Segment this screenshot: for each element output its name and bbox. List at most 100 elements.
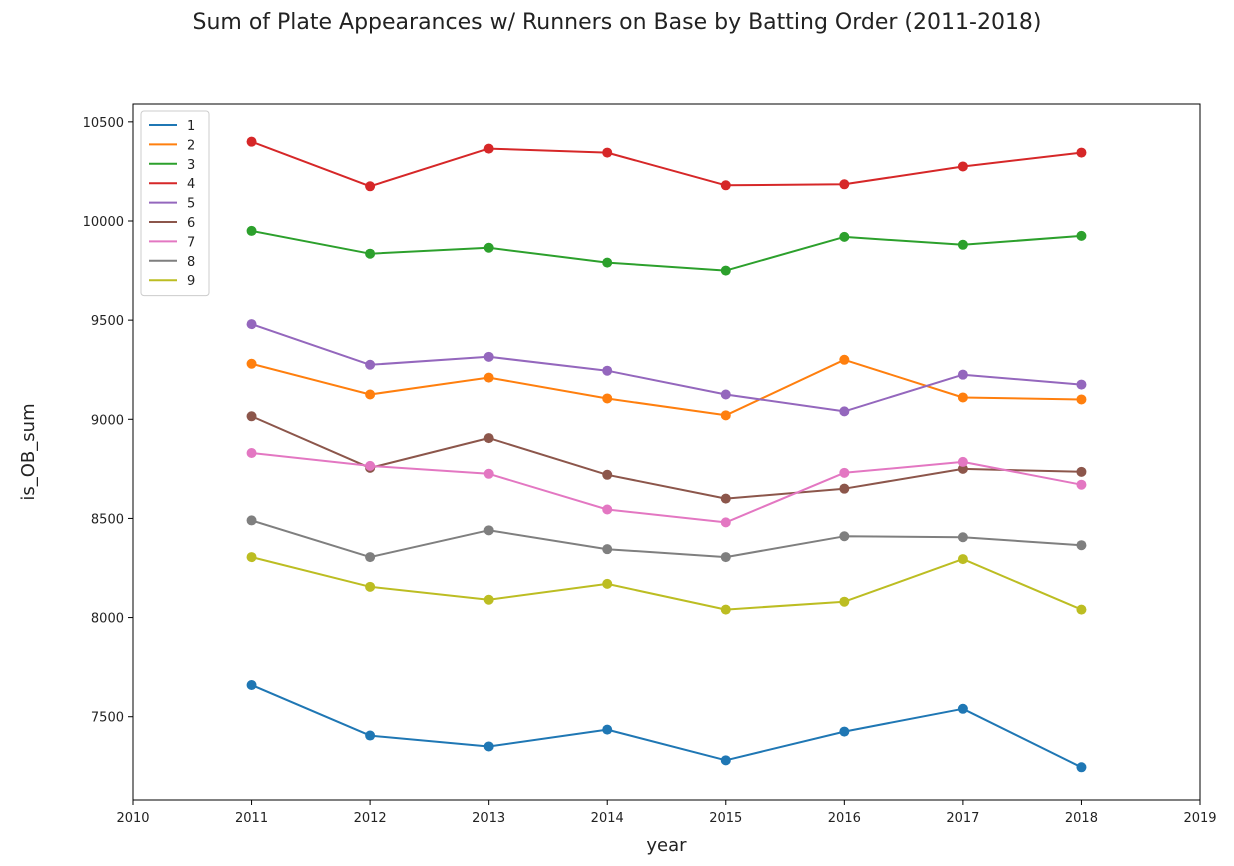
y-tick-label: 8000 — [91, 612, 124, 627]
series-5 — [246, 319, 1087, 417]
data-point — [1076, 230, 1087, 241]
legend-label: 3 — [187, 158, 195, 173]
data-point — [839, 726, 850, 737]
data-point — [246, 447, 257, 458]
data-point — [365, 581, 376, 592]
data-point — [1076, 479, 1087, 490]
data-point — [720, 180, 731, 191]
x-tick-label: 2014 — [591, 811, 624, 826]
data-point — [957, 456, 968, 467]
series-3 — [246, 225, 1087, 276]
data-point — [365, 248, 376, 259]
chart-title: Sum of Plate Appearances w/ Runners on B… — [192, 10, 1042, 35]
data-point — [720, 552, 731, 563]
data-point — [839, 406, 850, 417]
data-point — [246, 358, 257, 369]
data-point — [602, 724, 613, 735]
data-point — [483, 143, 494, 154]
x-tick-label: 2018 — [1065, 811, 1098, 826]
data-point — [602, 504, 613, 515]
data-point — [957, 554, 968, 565]
data-point — [839, 231, 850, 242]
series-4 — [246, 136, 1087, 192]
series-line — [251, 556, 1082, 611]
data-point — [839, 483, 850, 494]
data-point — [1076, 466, 1087, 477]
series-line — [251, 519, 1082, 559]
legend-label: 1 — [187, 119, 195, 134]
series-line — [251, 684, 1082, 769]
data-point — [957, 532, 968, 543]
series-line — [251, 229, 1082, 272]
legend-label: 4 — [187, 177, 195, 192]
series-6 — [246, 411, 1087, 504]
y-tick-label: 9500 — [91, 314, 124, 329]
legend-label: 6 — [187, 216, 195, 231]
data-point — [1076, 604, 1087, 615]
legend-label: 8 — [187, 255, 195, 270]
x-tick-label: 2016 — [828, 811, 861, 826]
series-layer — [246, 136, 1087, 773]
data-point — [1076, 394, 1087, 405]
y-tick-label: 10000 — [83, 215, 124, 230]
data-point — [839, 531, 850, 542]
data-point — [365, 359, 376, 370]
legend-label: 9 — [187, 274, 195, 289]
x-axis-label: year — [646, 835, 687, 856]
data-point — [957, 239, 968, 250]
data-point — [957, 161, 968, 172]
data-point — [720, 755, 731, 766]
series-line — [251, 140, 1082, 188]
y-tick-label: 7500 — [91, 711, 124, 726]
x-tick-label: 2017 — [946, 811, 979, 826]
data-point — [957, 703, 968, 714]
data-point — [483, 433, 494, 444]
data-point — [246, 225, 257, 236]
series-line — [251, 452, 1082, 524]
data-point — [720, 389, 731, 400]
data-point — [483, 741, 494, 752]
series-line — [251, 358, 1082, 417]
data-point — [839, 596, 850, 607]
data-point — [602, 257, 613, 268]
x-tick-label: 2015 — [709, 811, 742, 826]
series-2 — [246, 354, 1087, 421]
data-point — [839, 467, 850, 478]
data-point — [602, 147, 613, 158]
data-point — [365, 181, 376, 192]
x-tick-label: 2013 — [472, 811, 505, 826]
legend: 1 2 3 4 5 6 7 8 9 — [140, 110, 210, 297]
data-point — [720, 517, 731, 528]
data-point — [720, 604, 731, 615]
data-point — [839, 179, 850, 190]
data-point — [602, 393, 613, 404]
data-point — [720, 493, 731, 504]
data-point — [957, 463, 968, 474]
series-line — [251, 415, 1082, 500]
series-7 — [246, 447, 1087, 528]
x-tick-label: 2011 — [235, 811, 268, 826]
series-8 — [246, 515, 1087, 563]
data-point — [602, 544, 613, 555]
data-point — [720, 410, 731, 421]
data-point — [720, 265, 731, 276]
data-point — [957, 392, 968, 403]
data-point — [1076, 379, 1087, 390]
x-tick-label: 2012 — [354, 811, 387, 826]
y-axis: 7500 8000 8500 9000 9500 10000 10500 — [83, 116, 133, 726]
series-line — [251, 323, 1082, 413]
data-point — [602, 578, 613, 589]
data-point — [483, 468, 494, 479]
legend-label: 2 — [187, 138, 195, 153]
data-point — [246, 411, 257, 422]
series-9 — [246, 552, 1087, 615]
data-point — [246, 136, 257, 147]
data-point — [602, 469, 613, 480]
data-point — [483, 525, 494, 536]
legend-label: 5 — [187, 197, 195, 212]
data-point — [483, 242, 494, 253]
data-point — [483, 594, 494, 605]
plot-area — [132, 103, 1201, 801]
data-point — [839, 354, 850, 365]
